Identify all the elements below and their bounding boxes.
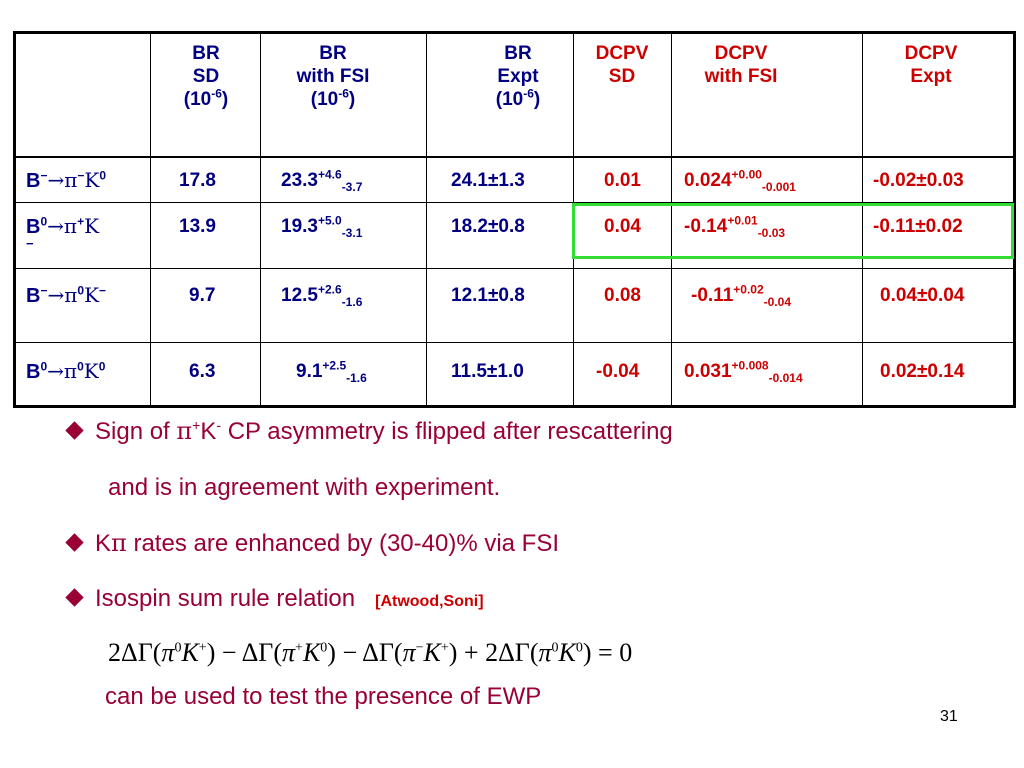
header-dcpv-fsi: DCPV with FSI: [686, 42, 796, 88]
cp-fsi-value: -0.14+0.01-0.03: [684, 213, 786, 240]
br-sd-value: 6.3: [189, 361, 216, 382]
header-line: with FSI: [296, 66, 370, 87]
header-line: BR: [504, 43, 532, 64]
col-divider: [671, 34, 672, 405]
col-divider: [150, 34, 151, 405]
header-br-sd: BR SD (10-6): [166, 42, 246, 111]
process-label: B−→π−K0: [26, 168, 107, 193]
cp-sd-value: 0.04: [604, 216, 641, 237]
header-dcpv-sd: DCPV SD: [576, 42, 668, 88]
br-fsi-value: 9.1+2.5-1.6: [296, 358, 367, 385]
cp-expt-value: -0.11±0.02: [873, 216, 963, 237]
process-label: B0→π+K −: [26, 214, 100, 251]
cp-sd-value: -0.04: [596, 361, 640, 382]
header-line: DCPV: [714, 43, 768, 64]
br-fsi-value: 12.5+2.6-1.6: [281, 282, 363, 309]
row-divider: [16, 342, 1013, 343]
diamond-bullet-icon: [65, 588, 84, 607]
bullet-3: Isospin sum rule relation [Atwood,Soni]: [65, 585, 484, 613]
header-line: Expt: [910, 66, 952, 87]
br-expt-value: 11.5±1.0: [451, 361, 524, 382]
diamond-bullet-icon: [65, 533, 84, 552]
cp-fsi-value: 0.024+0.00-0.001: [684, 167, 796, 194]
cp-expt-value: -0.02±0.03: [873, 170, 964, 191]
header-line: Expt: [497, 66, 539, 87]
cp-expt-value: 0.02±0.14: [880, 361, 965, 382]
isospin-equation: 2ΔΓ(π0K+) − ΔΓ(π+K0) − ΔΓ(π−K+) + 2ΔΓ(π0…: [108, 638, 633, 667]
header-dcpv-expt: DCPV Expt: [886, 42, 976, 88]
page-number: 31: [940, 708, 958, 725]
bullet-2: Kπ rates are enhanced by (30-40)% via FS…: [65, 529, 559, 558]
header-line: DCPV: [595, 43, 649, 64]
cp-sd-value: 0.01: [604, 170, 641, 191]
header-unit: (10-6): [310, 86, 356, 110]
highlight-box: [572, 203, 1014, 259]
br-sd-value: 17.8: [179, 170, 216, 191]
header-br-fsi: BR with FSI (10-6): [278, 42, 388, 111]
header-line: SD: [608, 66, 636, 87]
header-unit: (10-6): [183, 86, 229, 110]
col-divider: [862, 34, 863, 405]
header-br-expt: BR Expt (10-6): [478, 42, 558, 111]
br-fsi-value: 23.3+4.6-3.7: [281, 167, 363, 194]
citation: [Atwood,Soni]: [375, 593, 484, 610]
col-divider: [426, 34, 427, 405]
cp-expt-value: 0.04±0.04: [880, 285, 965, 306]
br-fsi-value: 19.3+5.0-3.1: [281, 213, 363, 240]
process-label: B0→π0K0: [26, 359, 106, 384]
header-line: DCPV: [904, 43, 958, 64]
bullet-3-continuation: can be used to test the presence of EWP: [105, 683, 542, 710]
cp-fsi-value: 0.031+0.008-0.014: [684, 358, 803, 385]
diamond-bullet-icon: [65, 421, 84, 440]
br-expt-value: 12.1±0.8: [451, 285, 525, 306]
bullet-1-continuation: and is in agreement with experiment.: [108, 474, 501, 501]
results-table: BR SD (10-6) BR with FSI (10-6) BR Expt …: [13, 31, 1016, 408]
row-divider: [16, 202, 1013, 203]
br-sd-value: 9.7: [189, 285, 216, 306]
header-line: BR: [319, 43, 347, 64]
header-line: BR: [192, 43, 220, 64]
br-sd-value: 13.9: [179, 216, 216, 237]
header-divider: [16, 156, 1013, 158]
cp-sd-value: 0.08: [604, 285, 641, 306]
row-divider: [16, 268, 1013, 269]
col-divider: [260, 34, 261, 405]
header-unit: (10-6): [495, 86, 541, 110]
br-expt-value: 24.1±1.3: [451, 170, 525, 191]
bullet-1: Sign of π+K- CP asymmetry is flipped aft…: [65, 417, 673, 446]
header-line: SD: [192, 66, 220, 87]
process-sub: −: [26, 236, 34, 251]
process-label: B−→π0K−: [26, 283, 107, 308]
br-expt-value: 18.2±0.8: [451, 216, 525, 237]
header-line: with FSI: [704, 66, 778, 87]
cp-fsi-value: -0.11+0.02-0.04: [691, 282, 791, 309]
